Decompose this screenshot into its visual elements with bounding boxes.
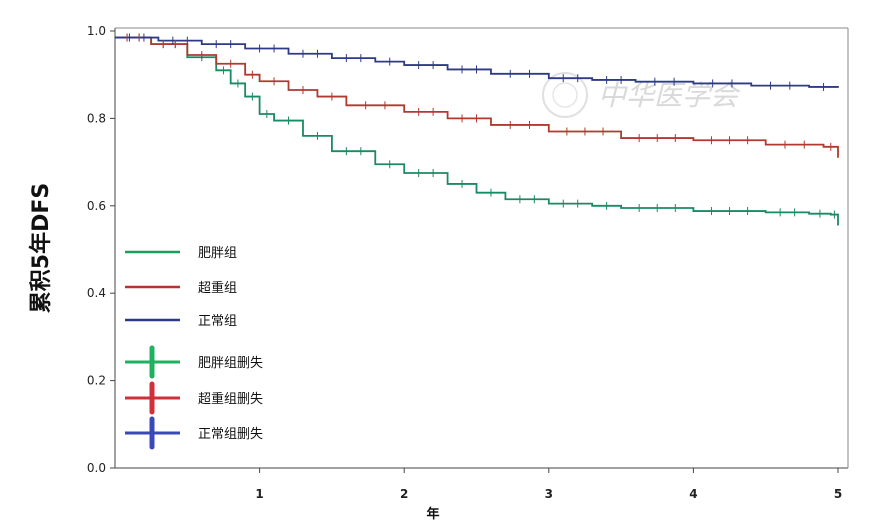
- legend-item: 正常组删失: [125, 416, 263, 450]
- y-tick-label: 0.2: [87, 374, 106, 388]
- x-axis-title: 年: [426, 506, 439, 522]
- legend-item: 肥胖组删失: [125, 345, 263, 379]
- legend-item: 肥胖组: [125, 246, 237, 261]
- y-tick-label: 1.0: [87, 24, 106, 38]
- legend-label: 肥胖组: [198, 246, 237, 261]
- legend-label: 超重组删失: [198, 391, 263, 407]
- legend-label: 肥胖组删失: [198, 356, 263, 371]
- legend-label: 超重组: [198, 280, 237, 296]
- legend-item: 正常组: [125, 314, 237, 329]
- legend-label: 正常组删失: [198, 427, 263, 442]
- legend-item: 超重组删失: [125, 381, 263, 415]
- x-tick-label: 1: [255, 487, 263, 501]
- plot-frame: [114, 27, 849, 469]
- y-tick-label: 0.4: [87, 286, 106, 300]
- watermark-text: 中华医学会: [598, 79, 741, 112]
- series-line-1: [115, 36, 839, 226]
- watermark: 中华医学会: [542, 72, 741, 118]
- x-ticks: 1 2 3 4 5: [255, 468, 842, 501]
- y-axis-title: 累积5年DFS: [28, 183, 54, 313]
- y-ticks: 0.0 0.2 0.4 0.6 0.8 1.0: [87, 24, 115, 475]
- watermark-seal-inner: [552, 82, 578, 108]
- x-tick-label: 3: [545, 487, 553, 501]
- x-tick-label: 4: [689, 487, 697, 501]
- y-tick-label: 0.0: [87, 461, 106, 475]
- censor-marks: [126, 33, 835, 219]
- x-tick-label: 2: [400, 487, 408, 501]
- legend-label: 正常组: [198, 314, 237, 329]
- watermark-seal-icon: [542, 72, 588, 118]
- y-tick-label: 0.8: [87, 111, 106, 125]
- legend-item: 超重组: [125, 280, 237, 296]
- series-line-2: [115, 36, 839, 158]
- x-tick-label: 5: [834, 487, 842, 501]
- y-tick-label: 0.6: [87, 199, 106, 213]
